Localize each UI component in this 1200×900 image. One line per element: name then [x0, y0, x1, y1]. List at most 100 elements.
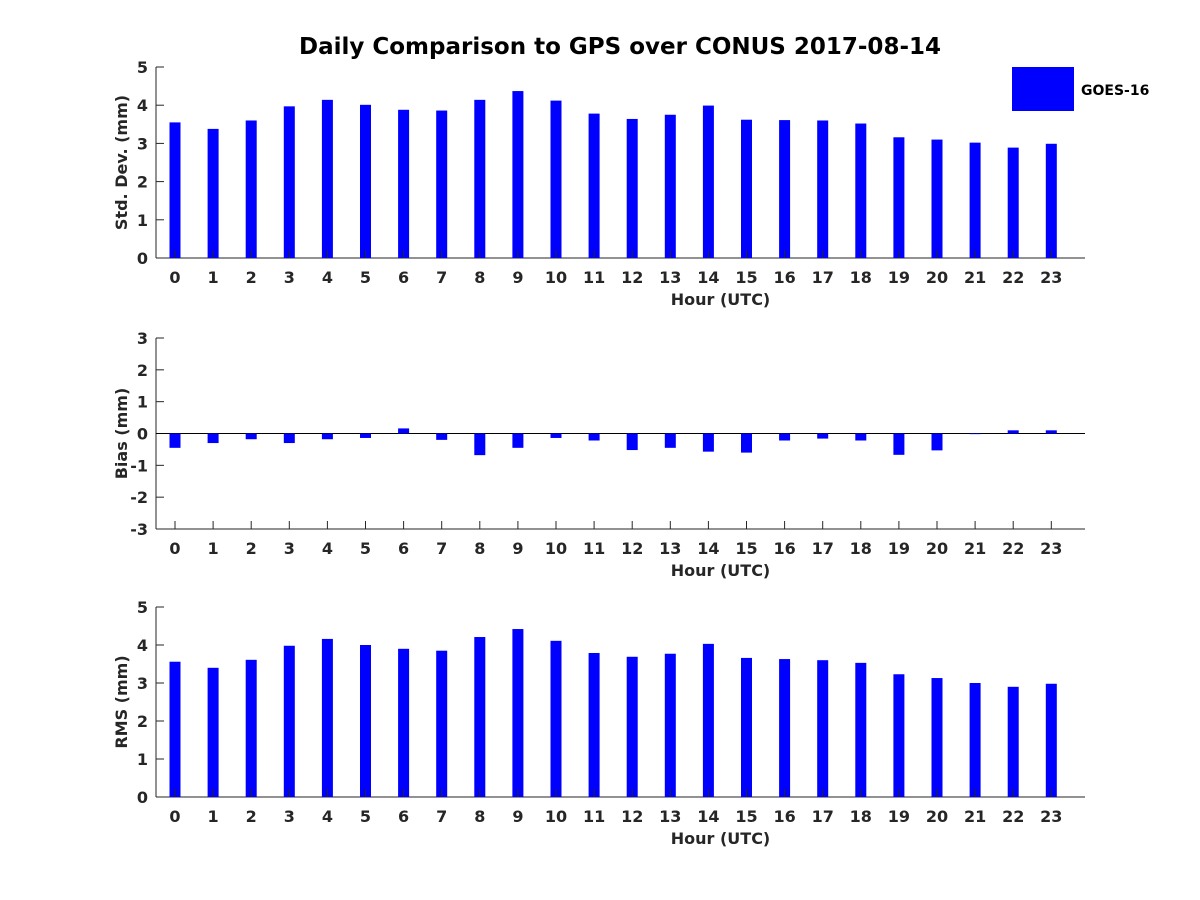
- x-tick-label: 23: [1040, 807, 1062, 826]
- bar: [360, 433, 371, 438]
- x-tick-label: 12: [621, 539, 643, 558]
- y-tick-label: 0: [137, 425, 148, 444]
- legend-label: GOES-16: [1081, 83, 1149, 99]
- x-tick-label: 5: [360, 268, 371, 287]
- y-tick-label: 4: [137, 636, 148, 655]
- x-tick-label: 15: [735, 268, 757, 287]
- x-tick-label: 0: [169, 807, 180, 826]
- x-tick-label: 4: [322, 539, 333, 558]
- x-tick-label: 21: [964, 539, 986, 558]
- y-tick-label: 1: [137, 393, 148, 412]
- x-tick-label: 16: [773, 807, 795, 826]
- x-tick-label: 7: [436, 807, 447, 826]
- x-tick-label: 22: [1002, 807, 1024, 826]
- bar: [664, 433, 676, 448]
- y-tick-label: -2: [130, 488, 148, 507]
- x-tick-label: 11: [583, 268, 605, 287]
- x-tick-label: 11: [583, 807, 605, 826]
- y-tick-label: -1: [130, 456, 148, 475]
- bar: [169, 433, 181, 448]
- x-tick-label: 21: [964, 807, 986, 826]
- bar: [626, 118, 638, 259]
- bar: [779, 433, 791, 441]
- y-tick-label: 5: [137, 58, 148, 77]
- y-tick-label: 2: [137, 712, 148, 731]
- bar: [169, 122, 181, 258]
- bar: [512, 91, 524, 258]
- y-axis-label: RMS (mm): [112, 655, 131, 748]
- bar: [474, 637, 486, 797]
- bar: [893, 137, 905, 258]
- x-tick-label: 2: [246, 539, 257, 558]
- bar: [741, 433, 752, 453]
- bar: [550, 100, 562, 258]
- x-tick-label: 3: [284, 268, 295, 287]
- bar: [893, 674, 905, 797]
- x-tick-label: 12: [621, 268, 643, 287]
- bar: [550, 640, 562, 797]
- x-tick-label: 23: [1040, 268, 1062, 287]
- x-tick-label: 20: [926, 807, 948, 826]
- y-tick-label: 3: [137, 674, 148, 693]
- x-tick-label: 17: [812, 268, 834, 287]
- x-tick-label: 9: [512, 268, 523, 287]
- bar: [588, 433, 600, 441]
- bar: [969, 433, 981, 435]
- x-tick-label: 8: [474, 807, 485, 826]
- x-tick-label: 6: [398, 268, 409, 287]
- bar: [1007, 430, 1019, 434]
- bar: [207, 433, 219, 444]
- bar: [931, 433, 943, 451]
- x-tick-label: 13: [659, 807, 681, 826]
- bar: [931, 678, 943, 797]
- bar: [702, 433, 714, 452]
- x-tick-label: 17: [812, 539, 834, 558]
- x-tick-label: 16: [773, 268, 795, 287]
- bar: [283, 645, 295, 797]
- x-tick-label: 6: [398, 807, 409, 826]
- x-tick-label: 23: [1040, 539, 1062, 558]
- bar: [321, 433, 333, 440]
- x-tick-label: 5: [360, 539, 371, 558]
- bar: [969, 142, 981, 258]
- chart-title: Daily Comparison to GPS over CONUS 2017-…: [299, 34, 941, 60]
- x-tick-label: 19: [888, 539, 910, 558]
- bar: [741, 657, 752, 797]
- x-tick-label: 1: [208, 539, 219, 558]
- y-tick-label: 1: [137, 211, 148, 230]
- x-tick-label: 7: [436, 539, 447, 558]
- x-tick-label: 10: [545, 807, 567, 826]
- x-tick-label: 8: [474, 268, 485, 287]
- x-tick-label: 21: [964, 268, 986, 287]
- bar: [512, 629, 524, 797]
- bar: [207, 128, 219, 258]
- x-axis-label: Hour (UTC): [671, 561, 771, 580]
- bar: [855, 662, 867, 797]
- bar: [245, 659, 257, 797]
- bar: [779, 659, 791, 797]
- y-tick-label: 2: [137, 361, 148, 380]
- y-tick-label: 5: [137, 598, 148, 617]
- x-tick-label: 18: [850, 807, 872, 826]
- x-tick-label: 22: [1002, 539, 1024, 558]
- x-tick-label: 22: [1002, 268, 1024, 287]
- bar: [1045, 683, 1057, 797]
- bar: [588, 113, 600, 258]
- y-tick-label: 4: [137, 96, 148, 115]
- x-tick-label: 1: [208, 807, 219, 826]
- x-tick-label: 16: [773, 539, 795, 558]
- x-tick-label: 6: [398, 539, 409, 558]
- x-tick-label: 14: [697, 539, 719, 558]
- bar: [398, 648, 410, 797]
- bar: [1045, 430, 1057, 434]
- x-tick-label: 2: [246, 807, 257, 826]
- bar: [702, 105, 714, 258]
- bar: [245, 433, 257, 440]
- bar: [512, 433, 524, 448]
- x-axis-label: Hour (UTC): [671, 829, 771, 848]
- bar: [664, 653, 676, 797]
